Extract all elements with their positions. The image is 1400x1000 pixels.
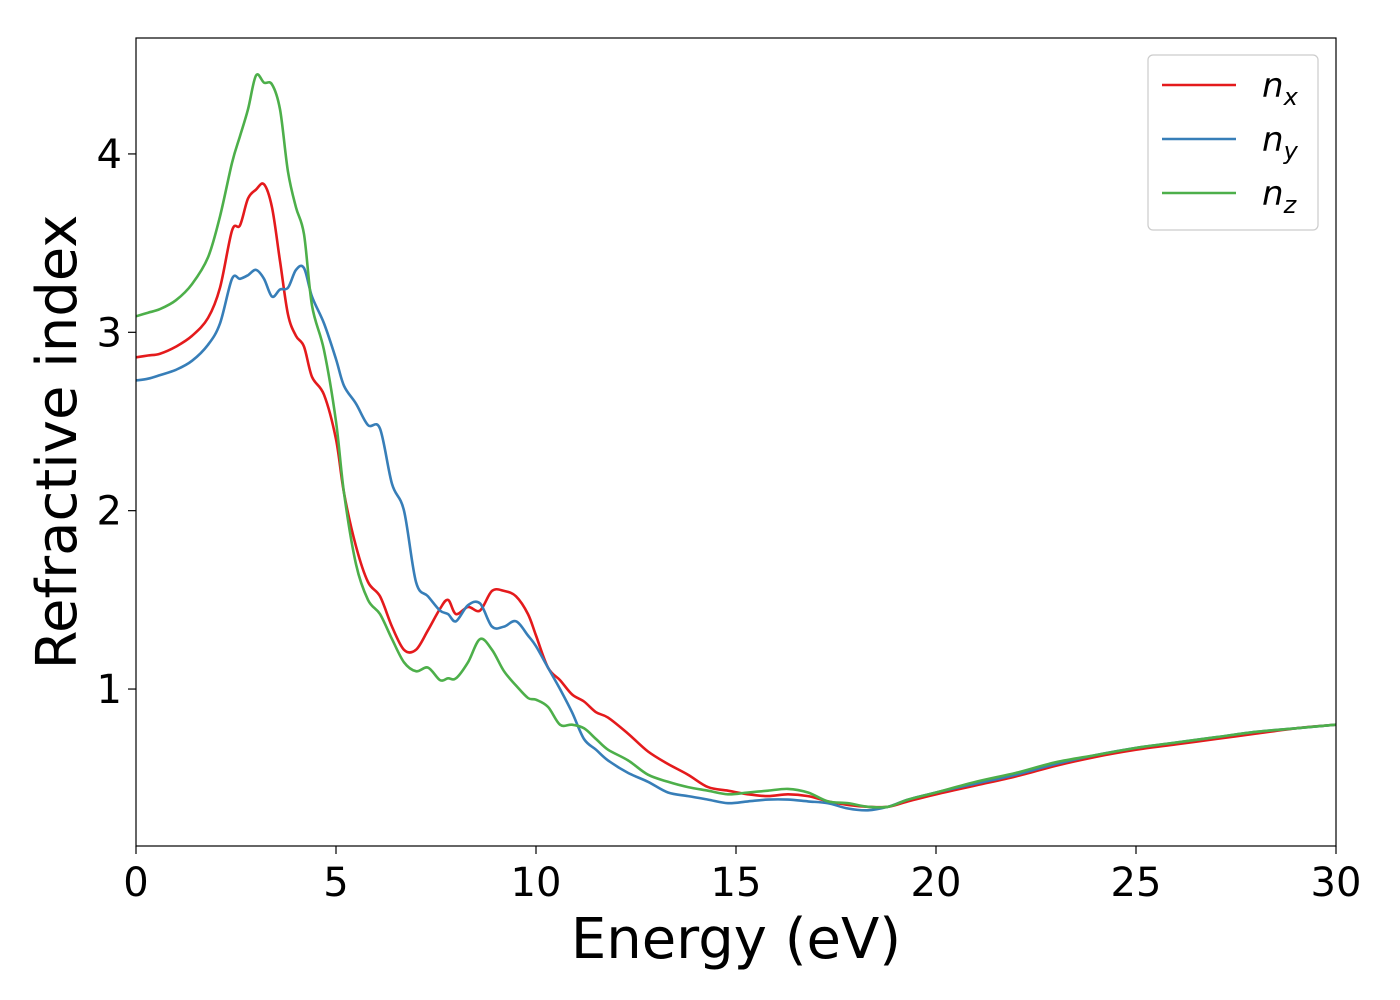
y-tick-label: 2 — [97, 489, 122, 535]
y-axis-label: Refractive index — [25, 215, 90, 670]
x-axis-label: Energy (eV) — [571, 907, 901, 972]
legend-entry: nx — [1262, 66, 1299, 111]
x-tick-label: 20 — [911, 860, 962, 906]
legend: nx ny nz — [1147, 54, 1319, 231]
x-tick-label: 10 — [511, 860, 562, 906]
legend-box — [1147, 54, 1319, 231]
y-axis: 1 2 3 4 — [97, 132, 136, 713]
series-layer — [136, 73, 1336, 812]
legend-entry: nz — [1262, 174, 1298, 219]
x-tick-label: 5 — [323, 860, 348, 906]
x-tick-label: 25 — [1111, 860, 1162, 906]
x-axis: 0 5 10 15 20 25 30 — [123, 846, 1361, 906]
series-line-n-z — [136, 73, 1336, 809]
y-tick-label: 4 — [97, 132, 122, 178]
y-tick-label: 3 — [97, 310, 122, 356]
x-tick-label: 30 — [1311, 860, 1362, 906]
x-tick-label: 15 — [711, 860, 762, 906]
x-tick-label: 0 — [123, 860, 148, 906]
legend-entry: ny — [1262, 120, 1299, 165]
y-tick-label: 1 — [97, 667, 122, 713]
